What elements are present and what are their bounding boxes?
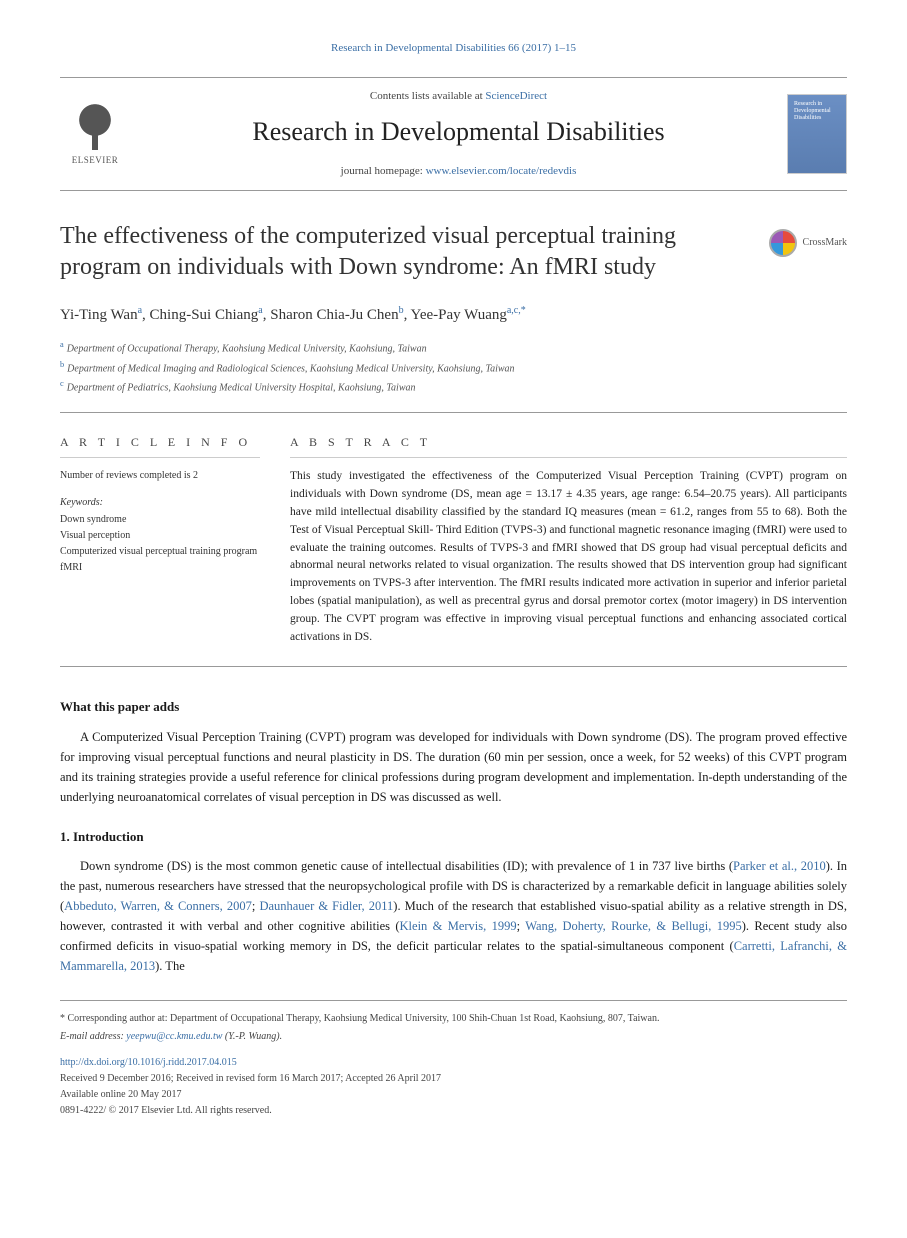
article-history: Received 9 December 2016; Received in re…	[60, 1071, 847, 1087]
info-abstract-row: A R T I C L E I N F O Number of reviews …	[60, 412, 847, 667]
homepage-link[interactable]: www.elsevier.com/locate/redevdis	[426, 165, 577, 177]
email-link[interactable]: yeepwu@cc.kmu.edu.tw	[126, 1031, 222, 1042]
title-row: The effectiveness of the computerized vi…	[60, 221, 847, 283]
homepage-prefix: journal homepage:	[341, 165, 426, 177]
footer-separator	[60, 1000, 847, 1001]
contents-prefix: Contents lists available at	[370, 90, 485, 102]
running-header: Research in Developmental Disabilities 6…	[60, 40, 847, 57]
crossmark-badge[interactable]: CrossMark	[769, 221, 847, 257]
citation-link[interactable]: Klein & Mervis, 1999	[400, 919, 517, 933]
elsevier-tree-icon	[70, 100, 120, 150]
keywords-list: Down syndromeVisual perceptionComputeriz…	[60, 512, 260, 576]
affiliation-item: bDepartment of Medical Imaging and Radio…	[60, 358, 847, 377]
introduction-heading: 1. Introduction	[60, 827, 847, 847]
abstract-label: A B S T R A C T	[290, 433, 847, 458]
reviews-count: Number of reviews completed is 2	[60, 468, 260, 483]
intro-text-a: Down syndrome (DS) is the most common ge…	[80, 859, 733, 873]
adds-text-content: A Computerized Visual Perception Trainin…	[60, 730, 847, 804]
corresponding-author: * Corresponding author at: Department of…	[60, 1011, 847, 1027]
affiliation-item: cDepartment of Pediatrics, Kaohsiung Med…	[60, 377, 847, 396]
keyword-item: fMRI	[60, 560, 260, 576]
footer-block: * Corresponding author at: Department of…	[60, 1011, 847, 1119]
citation-link[interactable]: Abbeduto, Warren, & Conners, 2007	[64, 899, 252, 913]
email-label: E-mail address:	[60, 1031, 126, 1042]
masthead-center: Contents lists available at ScienceDirec…	[150, 88, 767, 180]
email-line: E-mail address: yeepwu@cc.kmu.edu.tw (Y.…	[60, 1029, 847, 1045]
citation-link[interactable]: Parker et al., 2010	[733, 859, 826, 873]
affiliation-item: aDepartment of Occupational Therapy, Kao…	[60, 338, 847, 357]
doi-link[interactable]: http://dx.doi.org/10.1016/j.ridd.2017.04…	[60, 1057, 237, 1068]
intro-text-e: ;	[517, 919, 526, 933]
what-paper-adds-heading: What this paper adds	[60, 697, 847, 717]
homepage-line: journal homepage: www.elsevier.com/locat…	[150, 163, 767, 180]
abstract-column: A B S T R A C T This study investigated …	[290, 433, 847, 646]
what-paper-adds-text: A Computerized Visual Perception Trainin…	[60, 727, 847, 807]
journal-cover-thumbnail: Research in Developmental Disabilities	[787, 94, 847, 174]
keyword-item: Computerized visual perceptual training …	[60, 544, 260, 560]
cover-text: Research in Developmental Disabilities	[794, 101, 840, 123]
citation-link[interactable]: Daunhauer & Fidler, 2011	[259, 899, 393, 913]
email-paren: (Y.-P. Wuang).	[222, 1031, 282, 1042]
publisher-name: ELSEVIER	[72, 154, 119, 168]
sciencedirect-link[interactable]: ScienceDirect	[485, 90, 547, 102]
contents-line: Contents lists available at ScienceDirec…	[150, 88, 767, 105]
authors-line: Yi-Ting Wana, Ching-Sui Chianga, Sharon …	[60, 303, 847, 327]
journal-name: Research in Developmental Disabilities	[150, 112, 767, 151]
keyword-item: Down syndrome	[60, 512, 260, 528]
crossmark-label: CrossMark	[803, 235, 847, 250]
citation-link[interactable]: Wang, Doherty, Rourke, & Bellugi, 1995	[525, 919, 742, 933]
masthead: ELSEVIER Contents lists available at Sci…	[60, 77, 847, 191]
keywords-label: Keywords:	[60, 495, 260, 510]
affiliations: aDepartment of Occupational Therapy, Kao…	[60, 338, 847, 396]
article-info-label: A R T I C L E I N F O	[60, 433, 260, 458]
article-title: The effectiveness of the computerized vi…	[60, 221, 749, 283]
article-info-column: A R T I C L E I N F O Number of reviews …	[60, 433, 260, 646]
keyword-item: Visual perception	[60, 528, 260, 544]
crossmark-icon	[769, 229, 797, 257]
available-online: Available online 20 May 2017	[60, 1087, 847, 1103]
copyright-line: 0891-4222/ © 2017 Elsevier Ltd. All righ…	[60, 1103, 847, 1119]
intro-text-g: ). The	[155, 959, 185, 973]
abstract-text: This study investigated the effectivenes…	[290, 468, 847, 646]
introduction-paragraph: Down syndrome (DS) is the most common ge…	[60, 856, 847, 976]
publisher-logo: ELSEVIER	[60, 94, 130, 174]
